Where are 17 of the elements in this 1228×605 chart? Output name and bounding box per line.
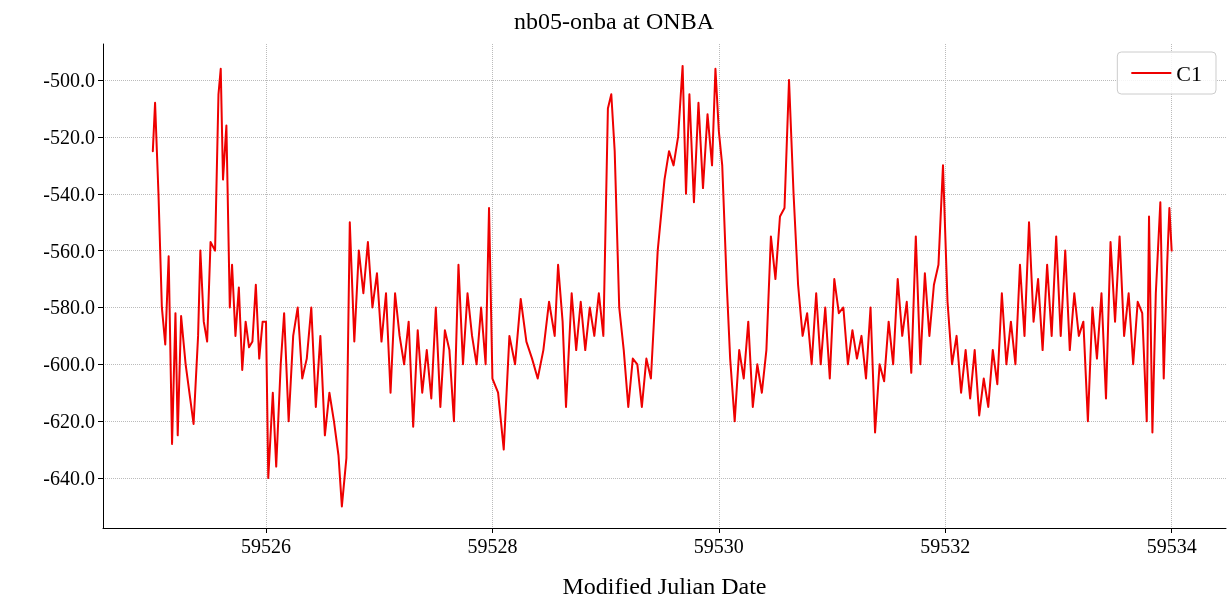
line-series (151, 64, 1173, 508)
x-tick-label: 59530 (693, 535, 744, 557)
y-tick-label: -600.0 (43, 353, 95, 376)
y-tick-label: -520.0 (43, 125, 95, 148)
y-tick-label: -640.0 (43, 466, 95, 489)
x-tick-label: 59534 (1146, 535, 1197, 557)
chart-title: nb05-onba at ONBA (514, 8, 715, 34)
x-axis-title: Modified Julian Date (562, 573, 767, 599)
y-tick-label: -500.0 (43, 69, 95, 92)
y-tick-label: -580.0 (43, 296, 95, 319)
y-tick-label: -540.0 (43, 182, 95, 205)
x-tick-label: 59532 (920, 535, 971, 557)
x-tick-label: 59528 (467, 535, 518, 557)
legend-label: C1 (1176, 60, 1203, 86)
x-tick-label: 59526 (241, 535, 292, 557)
y-tick-label: -560.0 (43, 239, 95, 262)
y-tick-label: -620.0 (43, 410, 95, 433)
